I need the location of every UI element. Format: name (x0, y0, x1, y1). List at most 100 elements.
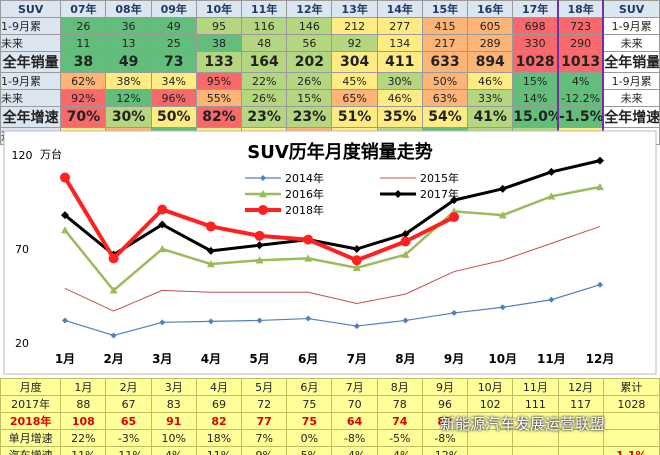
cell (512, 446, 559, 455)
cell: 9% (241, 446, 288, 455)
row-label: 1-9月累 (0, 72, 62, 90)
legend-label: 2016年 (285, 187, 324, 201)
point (498, 184, 507, 193)
cell: 46% (467, 72, 514, 90)
point (596, 182, 604, 191)
cell: 50% (150, 106, 197, 128)
cell: 117 (557, 395, 604, 413)
cell: -11% (105, 446, 152, 455)
header-cell: 17年 (512, 0, 559, 18)
cell: 49 (105, 51, 152, 73)
cell: 290 (556, 34, 605, 52)
cell: 698 (512, 17, 559, 35)
cell: 330 (512, 34, 559, 52)
cell: 411 (376, 51, 423, 73)
cell: 723 (556, 17, 605, 35)
row-label: 全年销量 (0, 51, 62, 73)
cell: 64 (331, 412, 378, 430)
header-cell: 14年 (376, 0, 423, 18)
point (206, 260, 215, 268)
point (61, 211, 69, 220)
row-label: 未来 (0, 89, 62, 107)
cell: -12% (421, 446, 469, 455)
cell: 55% (195, 89, 243, 107)
cell: -4% (376, 446, 423, 455)
series-line (64, 159, 601, 257)
cell: 212 (331, 17, 378, 35)
legend-label: 2015年 (420, 171, 459, 185)
cell: 894 (467, 51, 514, 73)
header-cell: 11年 (241, 0, 288, 18)
point (305, 315, 312, 322)
cell: 4% (150, 446, 197, 455)
point (400, 236, 411, 247)
cell: 102 (467, 395, 514, 413)
cell: 11 (60, 34, 107, 52)
watermark: 新能源汽车发展运营联盟 (440, 415, 606, 433)
cell: 38% (105, 72, 152, 90)
cell: 46% (376, 89, 423, 107)
cell: 1028 (512, 51, 559, 73)
cell: 4% (556, 72, 605, 90)
header-cell: 累计 (602, 378, 660, 396)
legend-label: 2018年 (285, 203, 324, 217)
x-tick-label: 2月 (103, 352, 123, 366)
header-cell: 07年 (60, 0, 107, 18)
row-label: 全年销量 (602, 51, 660, 73)
row: 单月增速 22% -3% 10% 18% 7% 0% -8% -5% -8% (0, 429, 660, 447)
cell: 50% (421, 72, 469, 90)
cell: 116 (241, 17, 288, 35)
point (62, 317, 68, 324)
series-line (64, 225, 601, 312)
row-label: 2017年 (0, 395, 62, 413)
y-tick-label: 120 (12, 149, 33, 162)
summary-table: SUV 07年 08年 09年 10年 11年 12年 13年 14年 15年 16年 17年 18年 S… (0, 0, 660, 145)
cell: 75 (286, 412, 333, 430)
cell: 18% (195, 429, 243, 447)
point (109, 286, 118, 294)
chart-title: SUV历年月度销量走势 (247, 141, 433, 163)
cell: 13 (105, 34, 152, 52)
point (110, 332, 117, 339)
header-cell: SUV (0, 0, 62, 18)
cell: 633 (421, 51, 469, 73)
cell: 10% (150, 429, 197, 447)
row: 2017年 88 67 83 69 72 75 70 78 96 102 111 117 1028 (0, 395, 660, 413)
header-cell: 6月 (286, 378, 333, 396)
x-tick-label: 3月 (152, 352, 172, 366)
cell: 75 (286, 395, 333, 413)
point (499, 304, 506, 311)
point (451, 309, 458, 316)
point (158, 245, 167, 253)
point (254, 230, 265, 241)
point (157, 204, 168, 215)
cell: 91 (150, 412, 197, 430)
y-tick-label: 70 (15, 243, 29, 256)
cell (557, 446, 604, 455)
row-label: 未来 (602, 34, 660, 52)
x-tick-label: 12月 (586, 352, 615, 366)
cell: 23% (241, 106, 288, 128)
legend-label: 2017年 (420, 187, 459, 201)
point (596, 156, 604, 165)
point (547, 192, 556, 200)
chart: SUV历年月度销量走势 万台 20 70 120 1月 2月 3月 4月 5月 6月 7月 8月 9月… (3, 130, 657, 375)
x-tick-label: 5月 (249, 352, 269, 366)
cell: 83 (150, 395, 197, 413)
cell: 92% (60, 89, 107, 107)
cell: 26 (60, 17, 107, 35)
header-cell: 12年 (286, 0, 333, 18)
point (352, 263, 361, 271)
point (256, 317, 263, 324)
cell: 25 (150, 34, 197, 52)
cell: 22% (241, 72, 288, 90)
legend-marker (258, 205, 268, 215)
cell: 202 (286, 51, 333, 73)
point (207, 318, 214, 325)
cell: 96% (150, 89, 197, 107)
header-cell: 08年 (105, 0, 152, 18)
row-label: 1.1% (602, 446, 660, 455)
x-tick-label: 1月 (55, 352, 75, 366)
cell: -8% (331, 429, 378, 447)
cell: 92 (331, 34, 378, 52)
